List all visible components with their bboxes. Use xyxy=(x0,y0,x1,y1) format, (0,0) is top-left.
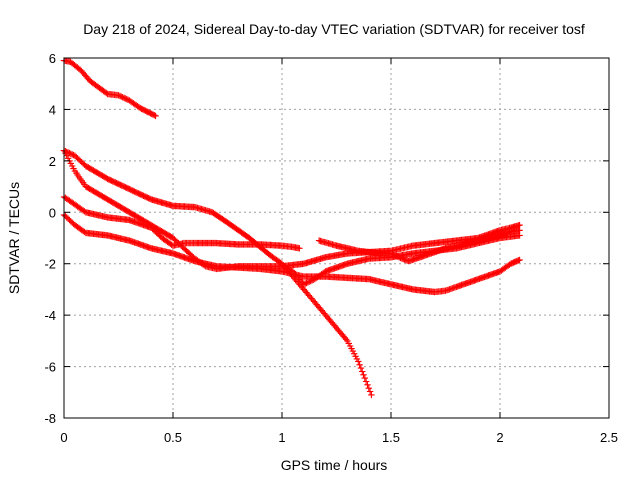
x-tick-label: 0.5 xyxy=(164,430,182,445)
series-track-5 xyxy=(60,211,523,296)
series-track-4 xyxy=(60,193,303,252)
grid xyxy=(64,58,609,418)
x-tick-label: 2 xyxy=(496,430,503,445)
x-tick-label: 1 xyxy=(278,430,285,445)
axis-ticks: 0 0.5 1 1.5 2 2.5 -8 -6 -4 -2 0 2 4 6 xyxy=(44,51,618,445)
x-axis-label: GPS time / hours xyxy=(281,457,388,473)
data-markers xyxy=(60,193,303,252)
plot-frame xyxy=(63,57,610,419)
data-markers xyxy=(278,221,523,270)
chart-title: Day 218 of 2024, Sidereal Day-to-day VTE… xyxy=(83,21,585,37)
series-track-2 xyxy=(60,147,375,399)
x-tick-label: 2.5 xyxy=(600,430,618,445)
y-axis-label: SDTVAR / TECUs xyxy=(6,182,22,294)
x-tick-label: 1.5 xyxy=(382,430,400,445)
y-tick-label: 4 xyxy=(49,102,56,117)
y-tick-label: 2 xyxy=(49,154,56,169)
data-markers xyxy=(315,227,523,265)
data-series xyxy=(60,57,523,399)
y-tick-label: 0 xyxy=(49,205,56,220)
series-track-7 xyxy=(278,221,523,270)
data-markers xyxy=(60,147,375,399)
y-tick-label: -4 xyxy=(44,308,56,323)
y-tick-label: -8 xyxy=(44,411,56,426)
x-tick-label: 0 xyxy=(60,430,67,445)
series-track-8 xyxy=(315,227,523,265)
y-tick-label: -6 xyxy=(44,360,56,375)
data-markers xyxy=(60,211,523,296)
y-tick-label: 6 xyxy=(49,51,56,66)
y-tick-label: -2 xyxy=(44,257,56,272)
